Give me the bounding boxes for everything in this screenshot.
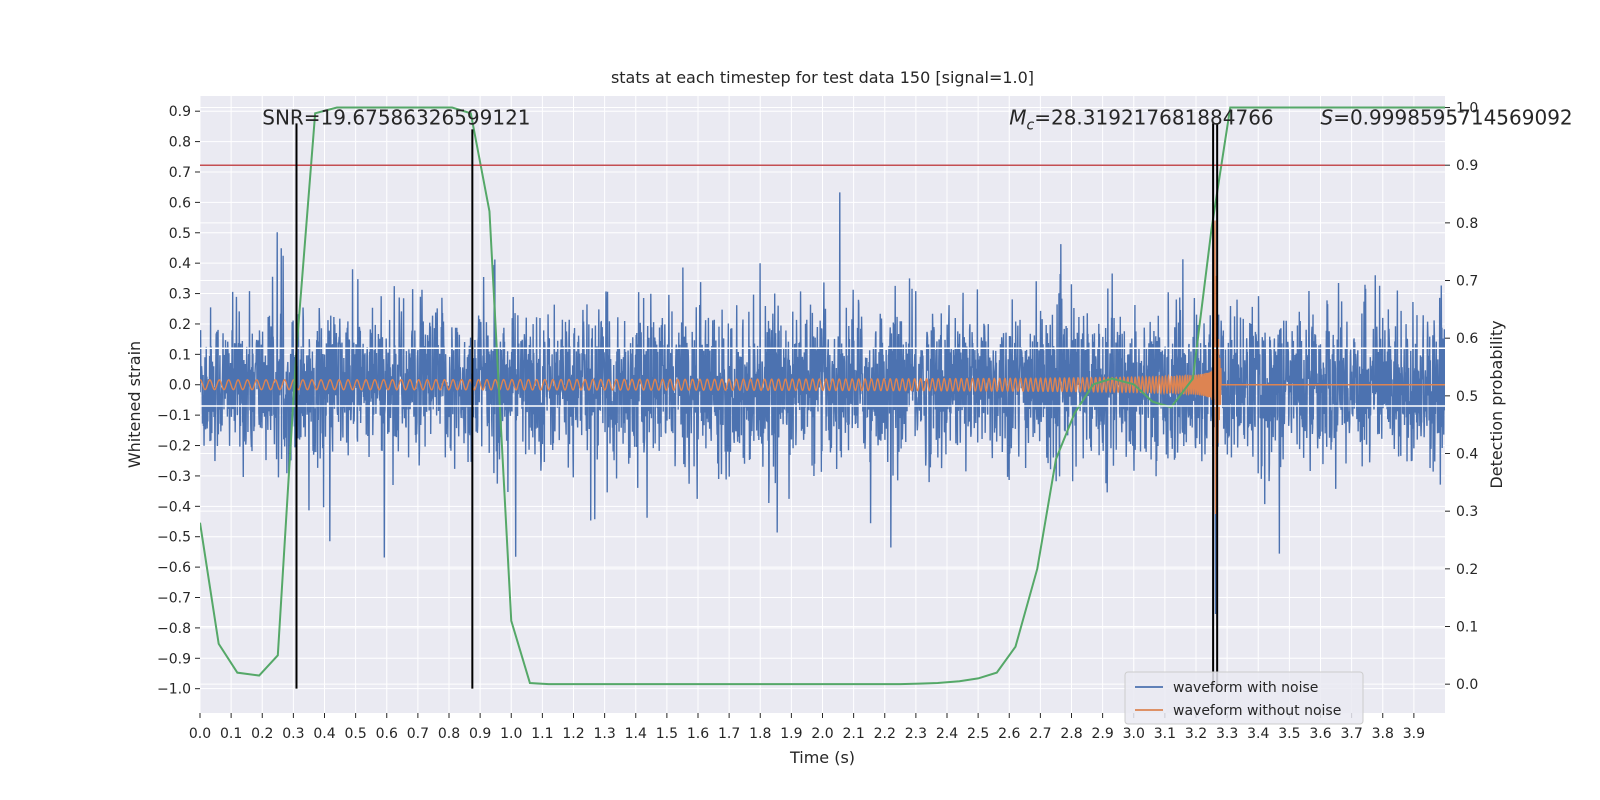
series-waveform-without-noise (200, 220, 1445, 515)
x-tick-label: 2.3 (905, 726, 927, 742)
y-tick-label-right: 0.2 (1456, 562, 1478, 578)
y-tick-label-left: −0.9 (157, 651, 191, 667)
y-tick-label-left: −0.1 (157, 408, 191, 424)
annotation-text: SNR=19.67586326599121 (262, 105, 530, 129)
y-tick-label-right: 0.0 (1456, 677, 1478, 693)
y-tick-label-right: 0.1 (1456, 620, 1478, 636)
series-waveform-with-noise (200, 192, 1445, 614)
y-tick-label-left: 0.5 (169, 226, 191, 242)
x-axis-label: Time (s) (789, 748, 855, 767)
x-tick-label: 3.5 (1278, 726, 1300, 742)
y-tick-label-right: 0.9 (1456, 158, 1478, 174)
annotation-math-subscript: c (1027, 117, 1035, 133)
y-tick-label-left: 0.1 (169, 347, 191, 363)
annotation-value: =28.319217681884766 (1034, 105, 1273, 129)
x-tick-label: 1.7 (718, 726, 740, 742)
legend: waveform with noise waveform without nois… (1124, 671, 1364, 725)
x-tick-label: 1.2 (562, 726, 584, 742)
y-tick-label-left: −0.5 (157, 530, 191, 546)
x-tick-label: 1.6 (687, 726, 709, 742)
y-tick-label-left: −0.4 (157, 499, 191, 515)
series-detection-probability (200, 106, 1445, 686)
x-tick-label: 2.4 (936, 726, 958, 742)
legend-label: waveform with noise (1173, 680, 1318, 696)
x-tick-label: 0.0 (189, 726, 211, 742)
y-tick-label-right: 1.0 (1456, 101, 1478, 117)
series-layer (200, 106, 1445, 686)
x-tick-label: 0.1 (220, 726, 242, 742)
x-tick-label: 2.9 (1091, 726, 1113, 742)
axes: 0.0 0.1 0.2 0.3 0.4 0.5 0.6 0.7 0.8 0.9 1.0 1.1 1.2 1… (157, 101, 1478, 742)
x-tick-label: 2.5 (967, 726, 989, 742)
x-tick-label: 1.8 (749, 726, 771, 742)
y-tick-label-left: 0.3 (169, 287, 191, 303)
x-tick-label: 3.9 (1403, 726, 1425, 742)
annotation-text: Mc=28.319217681884766 (1009, 105, 1273, 133)
x-tick-label: 2.6 (998, 726, 1020, 742)
grid (199, 96, 1445, 713)
x-tick-label: 3.4 (1247, 726, 1269, 742)
x-tick-label: 2.0 (811, 726, 833, 742)
x-tick-label: 1.4 (625, 726, 647, 742)
y-tick-label-right: 0.6 (1456, 331, 1478, 347)
x-tick-label: 0.6 (376, 726, 398, 742)
y-tick-label-right: 0.8 (1456, 216, 1478, 232)
y-tick-label-left: 0.7 (169, 165, 191, 181)
x-tick-label: 1.0 (500, 726, 522, 742)
x-tick-label: 0.7 (407, 726, 429, 742)
legend-label: waveform without noise (1173, 703, 1341, 719)
y-tick-label-left: −0.8 (157, 621, 191, 637)
x-tick-label: 3.7 (1340, 726, 1362, 742)
y-tick-label-left: 0.8 (169, 135, 191, 151)
y-tick-label-left: −0.3 (157, 469, 191, 485)
y-tick-label-right: 0.3 (1456, 504, 1478, 520)
x-tick-label: 0.5 (344, 726, 366, 742)
x-tick-label: 2.7 (1029, 726, 1051, 742)
x-tick-label: 0.4 (313, 726, 335, 742)
x-tick-label: 0.3 (282, 726, 304, 742)
x-tick-label: 0.8 (438, 726, 460, 742)
x-tick-label: 1.9 (780, 726, 802, 742)
x-tick-label: 3.3 (1216, 726, 1238, 742)
y-tick-label-left: −0.2 (157, 439, 191, 455)
y-tick-label-left: 0.9 (169, 104, 191, 120)
y-tick-label-left: 0.4 (169, 256, 191, 272)
y-axis-label-left: Whitened strain (125, 341, 144, 468)
y-tick-label-left: −1.0 (157, 682, 191, 698)
annotation-math-symbol: M (1009, 105, 1026, 129)
x-tick-label: 0.9 (469, 726, 491, 742)
x-tick-label: 2.1 (842, 726, 864, 742)
x-tick-label: 0.2 (251, 726, 273, 742)
annotation-text: S=0.9998595714569092 (1321, 105, 1573, 129)
annotation-value: =0.9998595714569092 (1333, 105, 1572, 129)
x-tick-label: 1.3 (593, 726, 615, 742)
x-tick-label: 3.2 (1185, 726, 1207, 742)
y-tick-label-left: −0.6 (157, 560, 191, 576)
y-tick-label-right: 0.4 (1456, 447, 1478, 463)
x-tick-label: 2.2 (874, 726, 896, 742)
y-tick-label-right: 0.7 (1456, 274, 1478, 290)
annotation-math-symbol: S (1321, 105, 1334, 129)
y-tick-label-left: 0.2 (169, 317, 191, 333)
x-tick-label: 3.6 (1309, 726, 1331, 742)
y-tick-label-right: 0.5 (1456, 389, 1478, 405)
x-tick-label: 3.0 (1123, 726, 1145, 742)
annotations: SNR=19.67586326599121 Mc=28.3192176818847… (262, 105, 1572, 133)
y-tick-label-left: 0.6 (169, 195, 191, 211)
x-tick-label: 1.1 (531, 726, 553, 742)
x-tick-label: 3.1 (1154, 726, 1176, 742)
y-tick-label-left: 0.0 (169, 378, 191, 394)
y-axis-label-right: Detection probability (1487, 320, 1506, 488)
overlay-layer (200, 123, 1445, 689)
x-tick-label: 2.8 (1060, 726, 1082, 742)
x-tick-label: 3.8 (1372, 726, 1394, 742)
y-tick-label-left: −0.7 (157, 591, 191, 607)
legend-box (1124, 671, 1364, 725)
chart-title: stats at each timestep for test data 150… (611, 68, 1034, 87)
x-tick-label: 1.5 (656, 726, 678, 742)
